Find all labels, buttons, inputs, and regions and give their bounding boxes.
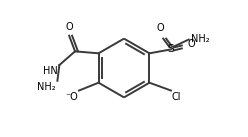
Text: HN: HN: [43, 66, 57, 76]
Text: ⁻O: ⁻O: [65, 92, 78, 102]
Text: O: O: [65, 22, 73, 32]
Text: NH₂: NH₂: [191, 34, 209, 44]
Text: O: O: [188, 38, 195, 48]
Text: NH₂: NH₂: [37, 82, 56, 92]
Text: Cl: Cl: [172, 92, 182, 102]
Text: S: S: [168, 44, 174, 54]
Text: O: O: [156, 23, 164, 33]
